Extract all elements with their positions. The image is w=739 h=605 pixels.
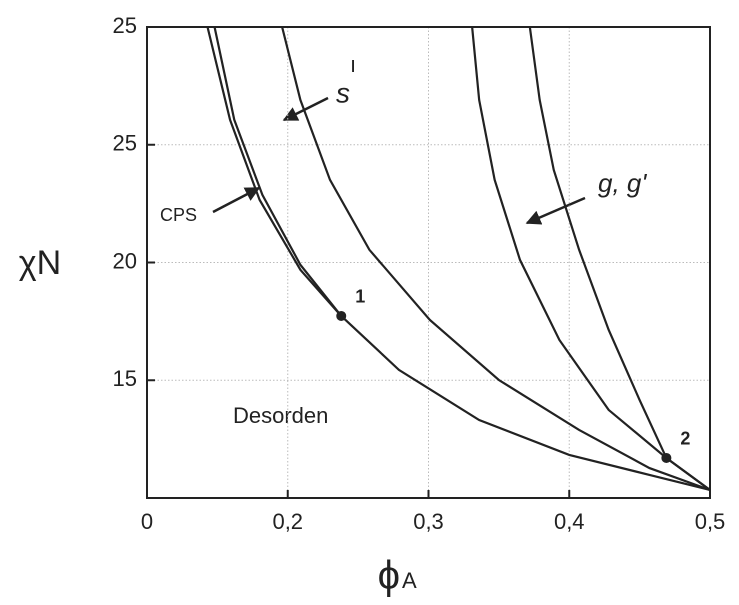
y-tick-label: 15 <box>113 366 137 391</box>
x-tick-label: 0,3 <box>413 509 444 534</box>
point-label: 1 <box>355 287 365 307</box>
x-tick-label: 0,4 <box>554 509 585 534</box>
point-label: 2 <box>680 429 690 449</box>
point <box>336 310 347 321</box>
plot-frame <box>146 26 711 499</box>
annotation: s <box>336 77 350 108</box>
curve <box>471 26 711 491</box>
x-tick-label: 0,2 <box>272 509 303 534</box>
x-tick-label: 0,5 <box>695 509 726 534</box>
y-tick-label: 20 <box>113 248 137 273</box>
y-axis-label: χN <box>19 244 61 282</box>
curve <box>206 26 711 492</box>
point <box>661 452 672 463</box>
x-tick-label: 0 <box>141 509 153 534</box>
annotation: Desorden <box>233 403 328 428</box>
x-axis-label: ϕ <box>378 554 400 598</box>
curve <box>213 26 343 317</box>
annotation: g, g' <box>598 168 647 198</box>
x-axis-label-subscript: A <box>402 568 417 593</box>
curve <box>528 26 711 491</box>
annotation-arrows <box>212 96 586 225</box>
y-tick-label: 25 <box>113 131 137 156</box>
annotation: ı <box>350 52 356 77</box>
y-tick-label: 25 <box>113 13 137 38</box>
annotation: CPS <box>160 205 197 225</box>
curve <box>281 26 711 492</box>
